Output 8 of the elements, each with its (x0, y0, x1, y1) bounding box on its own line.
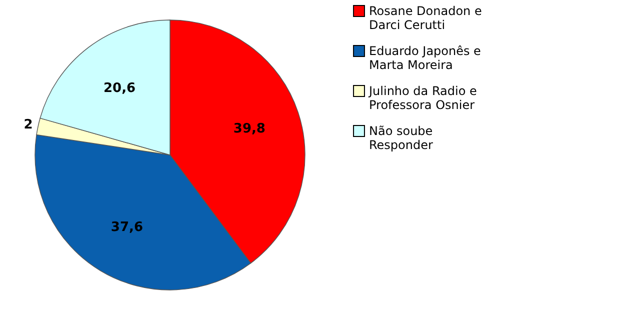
data-label: 2 (24, 117, 33, 132)
legend-label: Eduardo Japonês e Marta Moreira (369, 44, 481, 72)
legend-label: Julinho da Radio e Professora Osnier (368, 84, 477, 112)
legend-label: Rosane Donadon e Darci Cerutti (369, 4, 482, 32)
data-label: 39,8 (233, 122, 266, 137)
legend-label: Não soube Responder (369, 124, 433, 152)
data-label: 20,6 (103, 81, 136, 96)
data-label: 37,6 (110, 220, 143, 235)
